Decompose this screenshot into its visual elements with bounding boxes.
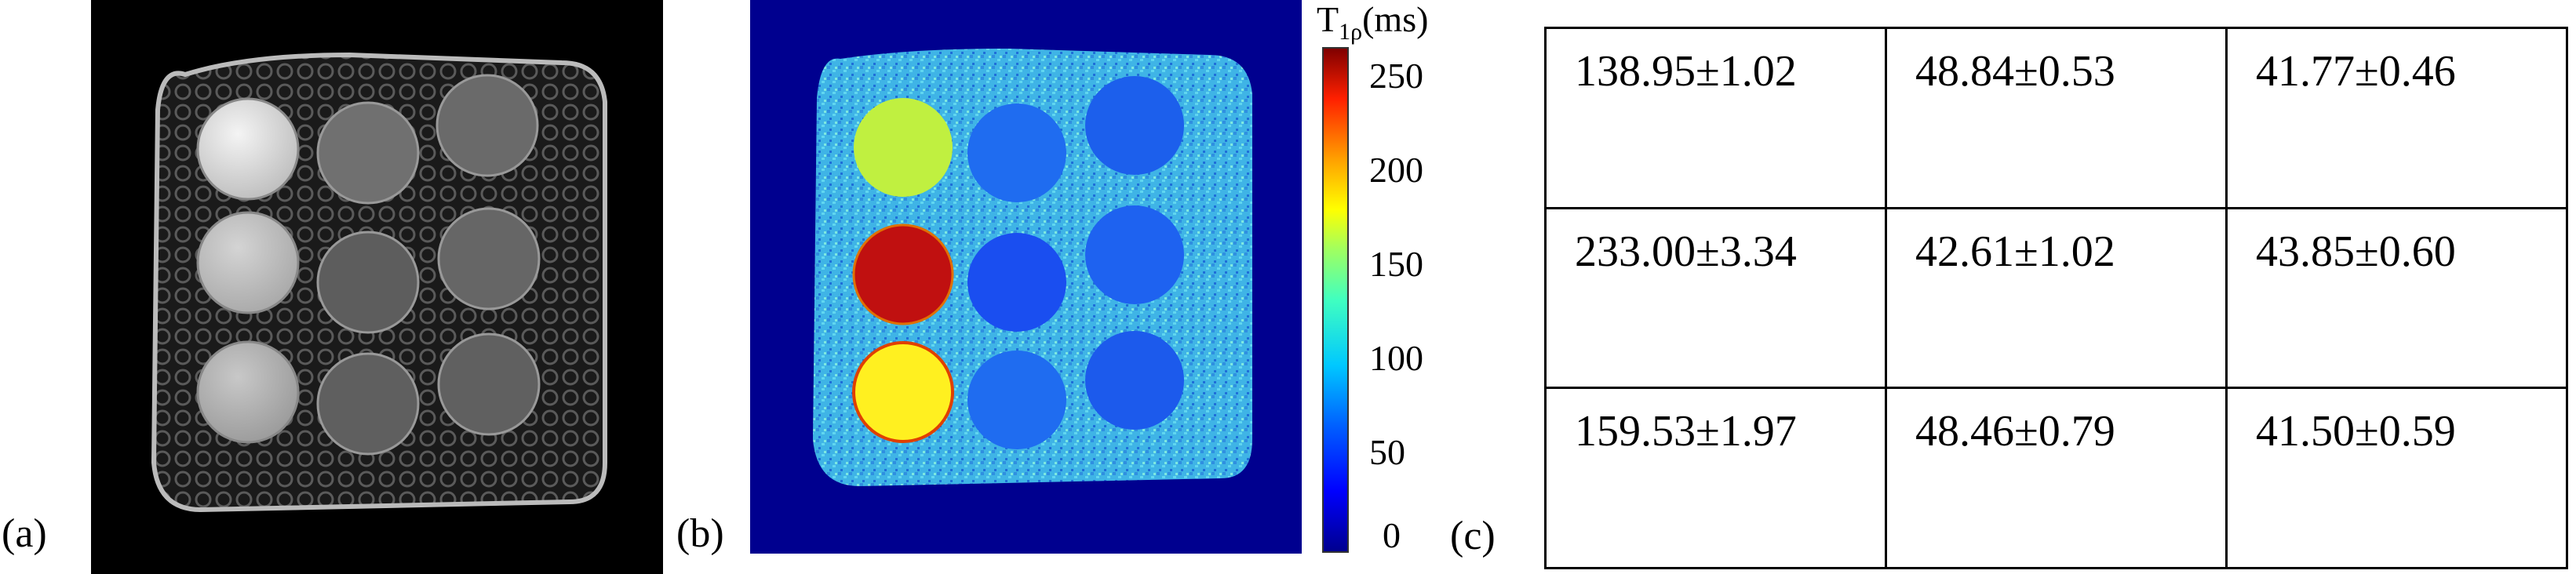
table-cell: 138.95±1.02 [1544,27,1887,209]
vial [316,231,420,334]
vial [1085,205,1184,304]
table-cell: 41.77±0.46 [2225,27,2568,209]
colorbar-title-main: T [1317,0,1339,39]
vial [854,98,953,197]
t1rho-map [750,0,1302,554]
table-cell: 42.61±1.02 [1885,206,2228,390]
colorbar-tick: 250 [1369,56,1423,96]
panel-label-a: (a) [2,511,47,556]
vial [437,332,541,436]
vial [196,97,300,201]
table-cell: 43.85±0.60 [2225,206,2568,390]
colorbar-title-unit: (ms) [1362,0,1429,39]
table-cell: 48.46±0.79 [1885,387,2228,569]
colorbar-tick: 50 [1369,432,1405,472]
vial [852,223,954,325]
colorbar-title: T1ρ(ms) [1317,2,1428,44]
panel-label-b: (b) [676,511,724,556]
vial [1085,331,1184,430]
vial [967,104,1066,202]
table-row: 138.95±1.02 48.84±0.53 41.77±0.46 [1544,27,2568,209]
table-cell: 159.53±1.97 [1544,387,1887,569]
table-row: 159.53±1.97 48.46±0.79 41.50±0.59 [1544,387,2568,569]
values-table: 138.95±1.02 48.84±0.53 41.77±0.46 233.00… [1544,27,2568,569]
vial [196,211,300,314]
vial [316,101,420,205]
vial [435,74,539,177]
colorbar-tick: 200 [1369,150,1423,190]
colorbar-tick: 0 [1383,515,1401,555]
colorbar-title-sub: 1ρ [1339,19,1363,45]
table-row: 233.00±3.34 42.61±1.02 43.85±0.60 [1544,206,2568,390]
vial [437,207,541,311]
vial [967,233,1066,332]
table-cell: 48.84±0.53 [1885,27,2228,209]
colorbar-tick: 150 [1369,244,1423,284]
colorbar [1322,47,1349,553]
table-cell: 41.50±0.59 [2225,387,2568,569]
vial [316,352,420,456]
vial [967,351,1066,449]
vial [196,340,300,444]
anatomical-image [91,0,663,574]
colorbar-tick: 100 [1369,338,1423,378]
table-cell: 233.00±3.34 [1544,206,1887,390]
panel-label-c: (c) [1450,514,1496,558]
vial [852,341,954,443]
vial [1085,76,1184,175]
